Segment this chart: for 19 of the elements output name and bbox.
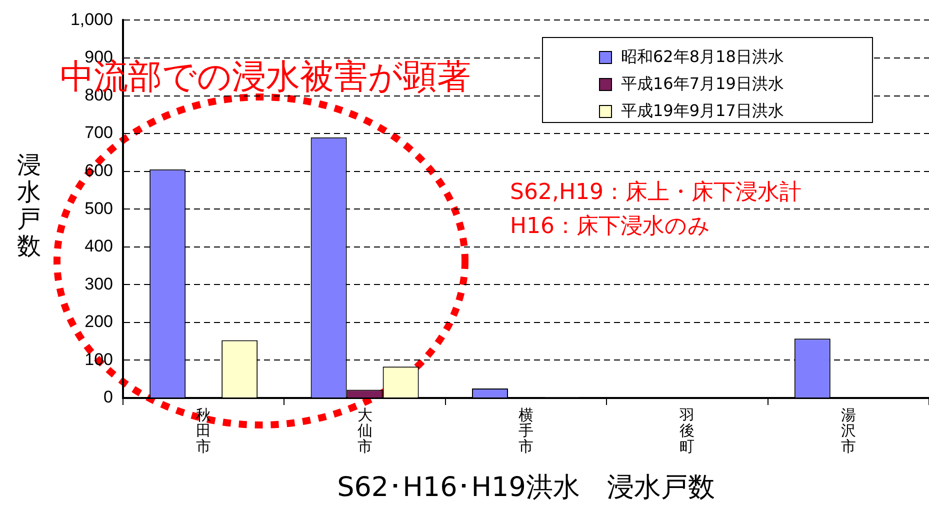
legend-label: 昭和62年8月18日洪水 — [621, 47, 784, 68]
y-tick-label: 700 — [84, 123, 113, 142]
x-tick-label: 大仙市 — [357, 406, 372, 456]
x-tick-label: 秋田市 — [196, 406, 212, 456]
x-axis-title: S62･H16･H19洪水 浸水戸数 — [337, 472, 715, 503]
y-axis-title: 浸水戸数 — [16, 151, 42, 260]
annotation: S62,H19：床上・床下浸水計 — [510, 180, 802, 205]
y-tick-label: 400 — [84, 236, 113, 256]
legend-label: 平成16年7月19日洪水 — [621, 74, 784, 95]
x-tick-label: 羽後町 — [678, 406, 695, 456]
x-tick-label: 湯沢市 — [840, 406, 856, 456]
x-tick-label: 横手市 — [518, 406, 534, 456]
y-tick-label: 0 — [104, 388, 113, 407]
annotation: H16：床下浸水のみ — [510, 214, 711, 239]
y-tick-label: 1,000 — [70, 10, 113, 29]
y-tick-label: 300 — [84, 274, 113, 294]
y-tick-label: 500 — [84, 198, 113, 218]
legend-label: 平成19年9月17日洪水 — [621, 101, 784, 122]
y-tick-label: 200 — [84, 312, 113, 332]
